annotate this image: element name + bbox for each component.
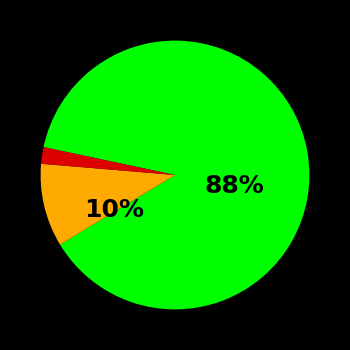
Wedge shape (43, 41, 309, 309)
Wedge shape (41, 147, 175, 175)
Text: 10%: 10% (84, 198, 145, 222)
Wedge shape (41, 164, 175, 245)
Text: 88%: 88% (205, 174, 265, 197)
